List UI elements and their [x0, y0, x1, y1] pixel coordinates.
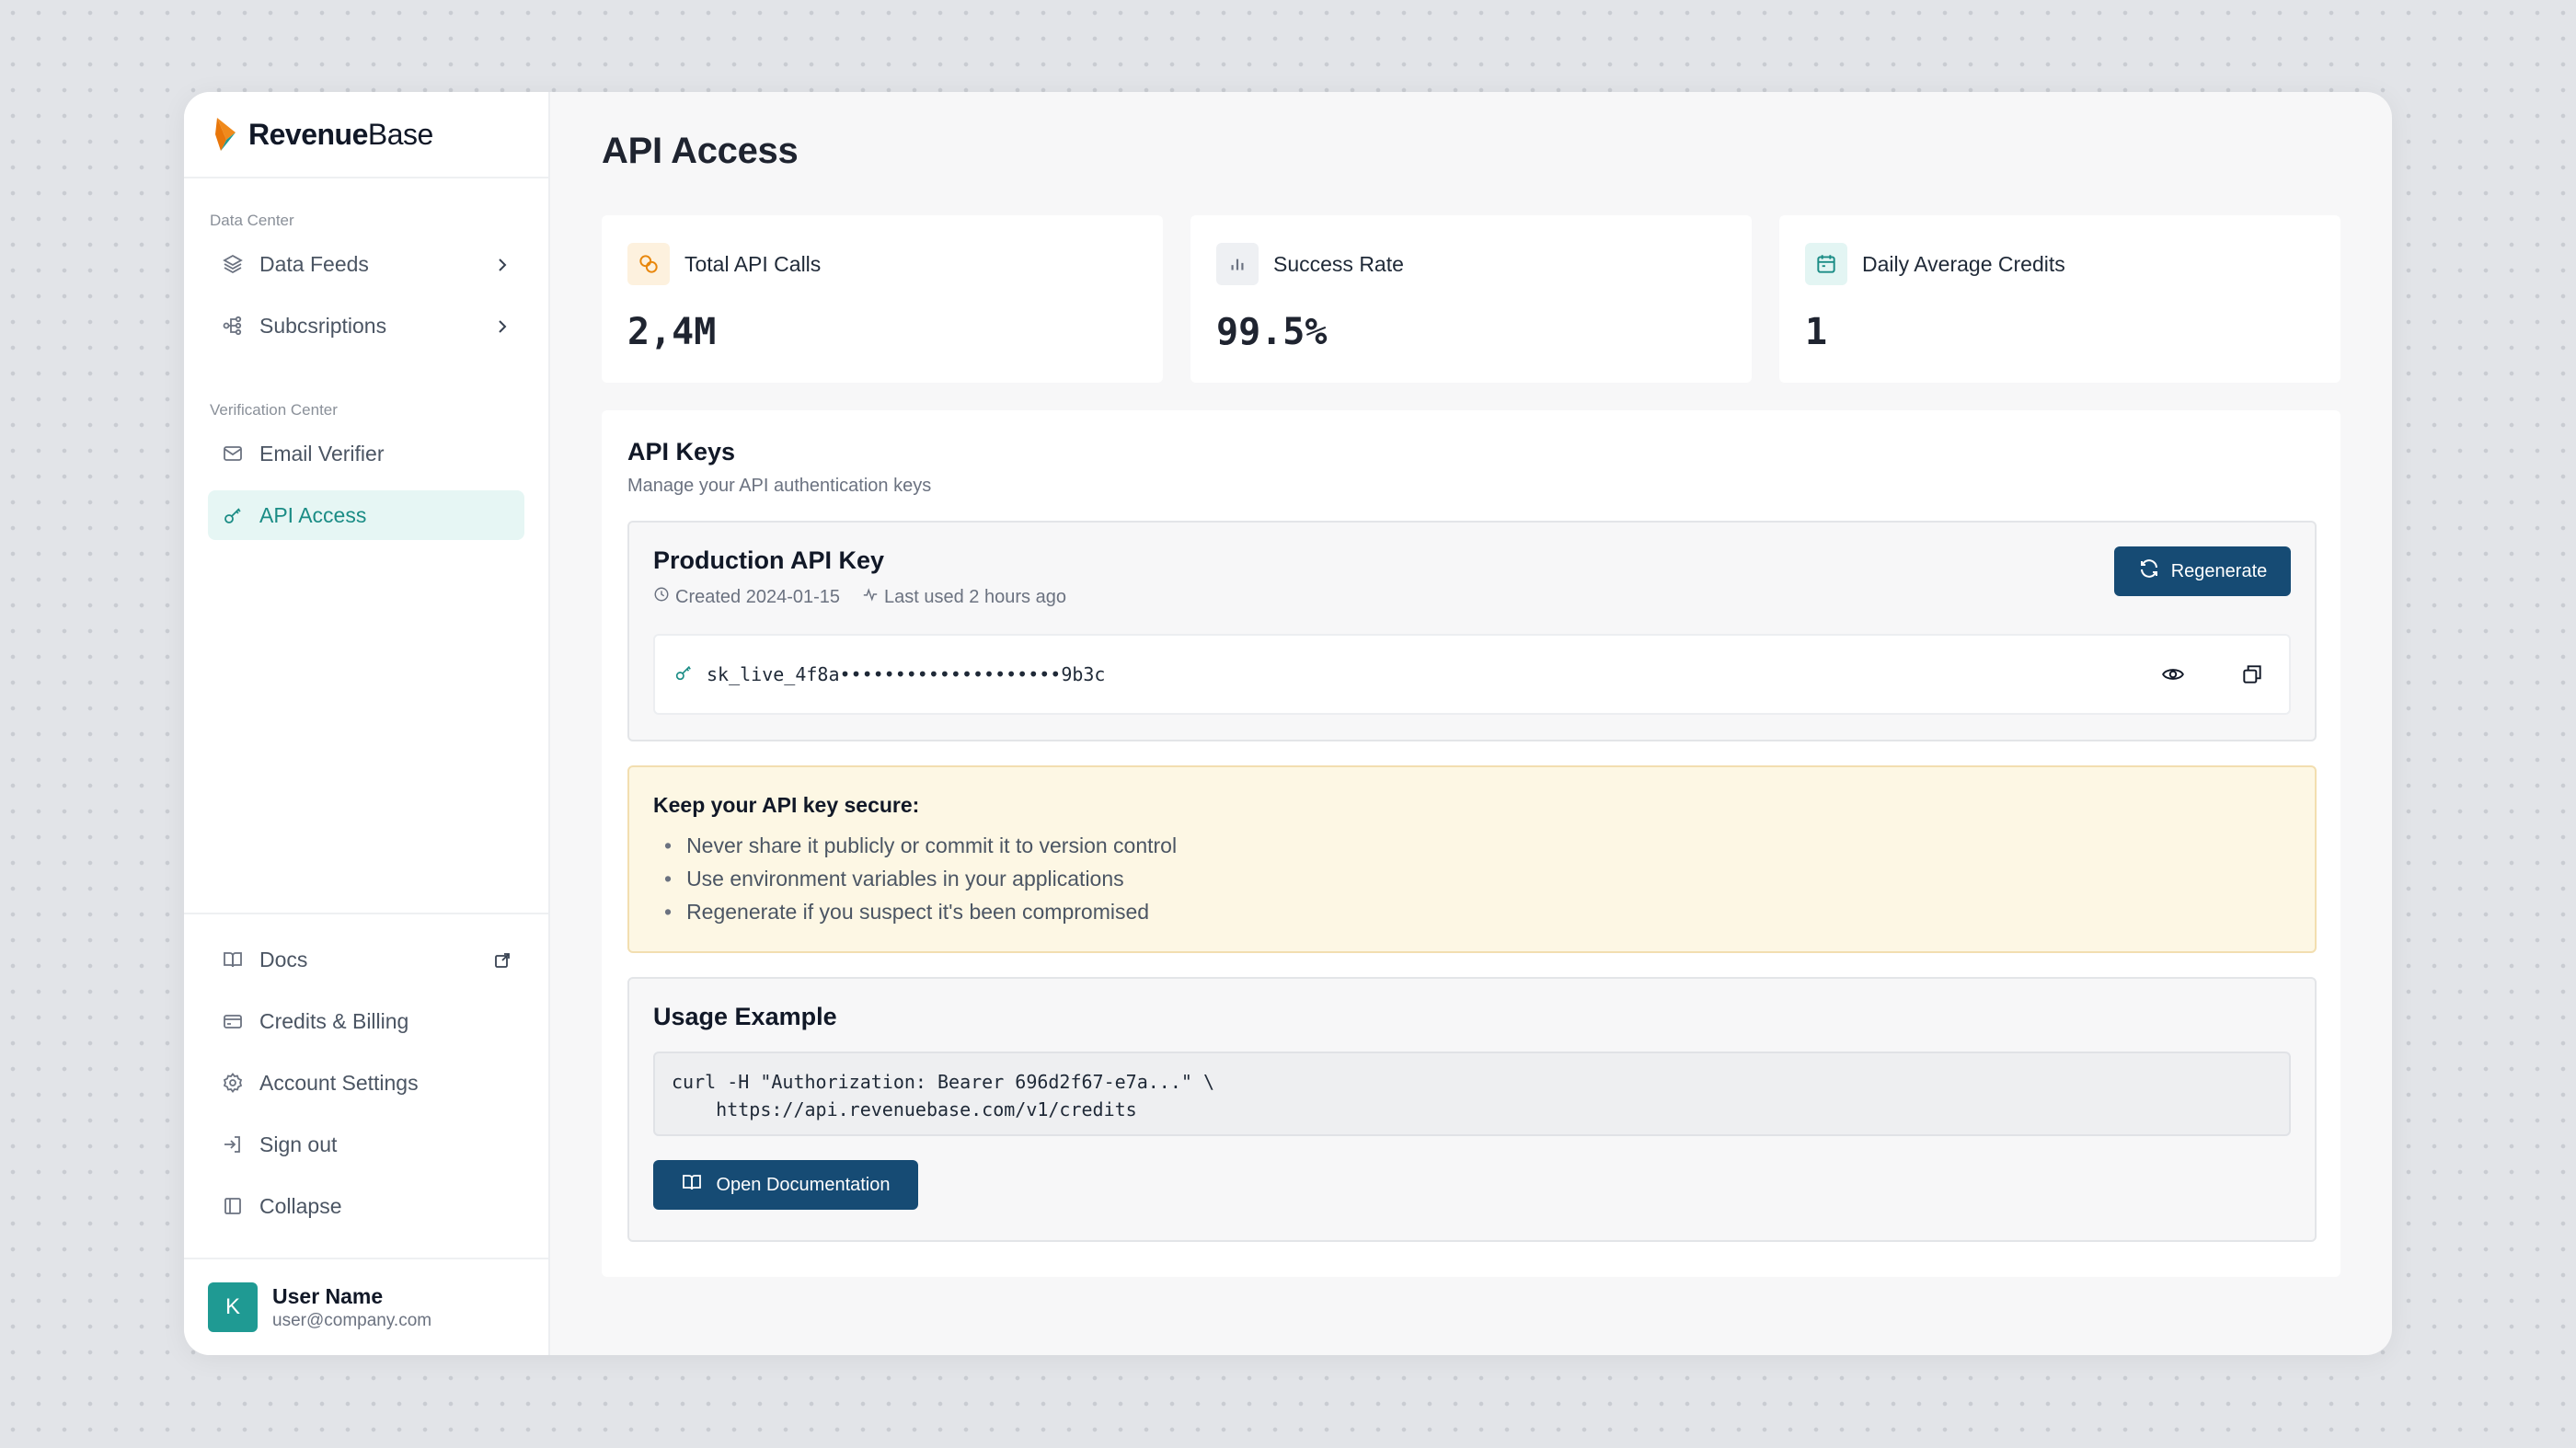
page-title: API Access: [602, 131, 799, 171]
user-name: User Name: [272, 1283, 384, 1308]
usage-title: Usage Example: [653, 1003, 837, 1030]
list-item: Use environment variables in your applic…: [653, 862, 2291, 895]
app-window: RevenueBase Data Center Data Feeds Subcs…: [184, 92, 2392, 1355]
clock-icon: [653, 586, 670, 608]
credit-card-icon: [221, 1009, 245, 1033]
warning-title: Keep your API key secure:: [653, 793, 920, 817]
book-icon: [221, 948, 245, 971]
revenuebase-logo-icon: [215, 118, 236, 151]
stat-card-success-rate: Success Rate 99.5%: [1190, 215, 1752, 383]
stat-label: Success Rate: [1273, 251, 1404, 276]
sidebar-item-label: API Access: [259, 502, 367, 527]
mail-icon: [221, 442, 245, 465]
gear-icon: [221, 1071, 245, 1095]
stat-value: 2,4M: [627, 311, 717, 353]
api-key-created: Created 2024-01-15: [675, 586, 841, 607]
copy-icon[interactable]: [2234, 656, 2271, 693]
section-title: API Keys: [627, 438, 736, 465]
section-label-data-center: Data Center: [210, 212, 294, 229]
book-icon: [681, 1171, 703, 1199]
api-key-last-used: Last used 2 hours ago: [884, 586, 1066, 607]
user-email: user@company.com: [272, 1310, 432, 1330]
sidebar-item-account-settings[interactable]: Account Settings: [208, 1058, 524, 1108]
activity-icon: [862, 586, 879, 608]
stats-row: Total API Calls 2,4M Success Rate 99.5%: [602, 215, 2341, 383]
share-nodes-icon: [221, 314, 245, 338]
refresh-icon: [2138, 557, 2160, 585]
stat-label: Total API Calls: [684, 251, 822, 276]
key-icon: [221, 503, 245, 527]
sidebar-item-label: Subcsriptions: [259, 313, 387, 338]
stat-card-daily-average-credits: Daily Average Credits 1: [1779, 215, 2340, 383]
sidebar-bottom-nav: Docs Credits & Billing Account Settings: [184, 913, 548, 1243]
sidebar-item-label: Account Settings: [259, 1070, 419, 1095]
open-documentation-label: Open Documentation: [716, 1174, 891, 1195]
sidebar-item-label: Email Verifier: [259, 441, 385, 465]
api-key-title: Production API Key: [653, 546, 885, 574]
brand-logo[interactable]: RevenueBase: [184, 92, 548, 178]
chevron-right-icon: [493, 255, 512, 273]
sidebar-item-label: Collapse: [259, 1193, 342, 1218]
key-icon: [673, 662, 694, 687]
api-keys-panel: API Keys Manage your API authentication …: [602, 410, 2340, 1277]
sidebar-item-label: Docs: [259, 947, 308, 971]
open-documentation-button[interactable]: Open Documentation: [653, 1160, 918, 1210]
stat-label: Daily Average Credits: [1862, 251, 2065, 276]
coins-icon: [627, 243, 670, 285]
sidebar-item-credits-billing[interactable]: Credits & Billing: [208, 996, 524, 1046]
sidebar-item-label: Credits & Billing: [259, 1008, 409, 1033]
sidebar-item-api-access[interactable]: API Access: [208, 490, 524, 540]
sidebar: RevenueBase Data Center Data Feeds Subcs…: [184, 92, 550, 1355]
sidebar-item-data-feeds[interactable]: Data Feeds: [208, 239, 524, 289]
layers-icon: [221, 252, 245, 276]
security-warning: Keep your API key secure: Never share it…: [627, 765, 2317, 953]
avatar: K: [208, 1282, 258, 1332]
stat-value: 1: [1805, 311, 1828, 353]
list-item: Regenerate if you suspect it's been comp…: [653, 895, 2291, 928]
sidebar-item-sign-out[interactable]: Sign out: [208, 1120, 524, 1169]
chevron-right-icon: [493, 316, 512, 335]
external-link-icon: [493, 950, 512, 969]
calendar-icon: [1805, 243, 1847, 285]
main-content: API Access Total API Calls 2,4M Success …: [550, 92, 2392, 1355]
sidebar-item-email-verifier[interactable]: Email Verifier: [208, 429, 524, 478]
api-key-card: Production API Key Created 2024-01-15 La…: [627, 521, 2317, 741]
section-subtitle: Manage your API authentication keys: [627, 476, 932, 496]
sign-out-icon: [221, 1132, 245, 1156]
bar-chart-icon: [1216, 243, 1259, 285]
eye-icon[interactable]: [2155, 656, 2191, 693]
api-key-meta: Created 2024-01-15 Last used 2 hours ago: [653, 586, 2291, 608]
sidebar-item-docs[interactable]: Docs: [208, 935, 524, 984]
stat-card-total-api-calls: Total API Calls 2,4M: [602, 215, 1163, 383]
sidebar-item-label: Data Feeds: [259, 251, 369, 276]
sidebar-collapse-icon: [221, 1194, 245, 1218]
stat-value: 99.5%: [1216, 311, 1328, 353]
sidebar-item-collapse[interactable]: Collapse: [208, 1181, 524, 1231]
list-item: Never share it publicly or commit it to …: [653, 829, 2291, 862]
api-key-value[interactable]: sk_live_4f8a••••••••••••••••••••9b3c: [707, 663, 1106, 685]
code-block[interactable]: curl -H "Authorization: Bearer 696d2f67-…: [653, 1052, 2291, 1136]
api-key-field: sk_live_4f8a••••••••••••••••••••9b3c: [653, 634, 2291, 715]
regenerate-label: Regenerate: [2170, 560, 2268, 581]
brand-name: RevenueBase: [248, 117, 433, 151]
user-profile[interactable]: K User Name user@company.com: [184, 1258, 548, 1355]
warning-list: Never share it publicly or commit it to …: [653, 829, 2291, 928]
regenerate-button[interactable]: Regenerate: [2114, 546, 2291, 596]
usage-example: Usage Example curl -H "Authorization: Be…: [627, 977, 2317, 1242]
sidebar-item-label: Sign out: [259, 1132, 338, 1156]
sidebar-item-subscriptions[interactable]: Subcsriptions: [208, 301, 524, 351]
section-label-verification-center: Verification Center: [210, 401, 338, 419]
